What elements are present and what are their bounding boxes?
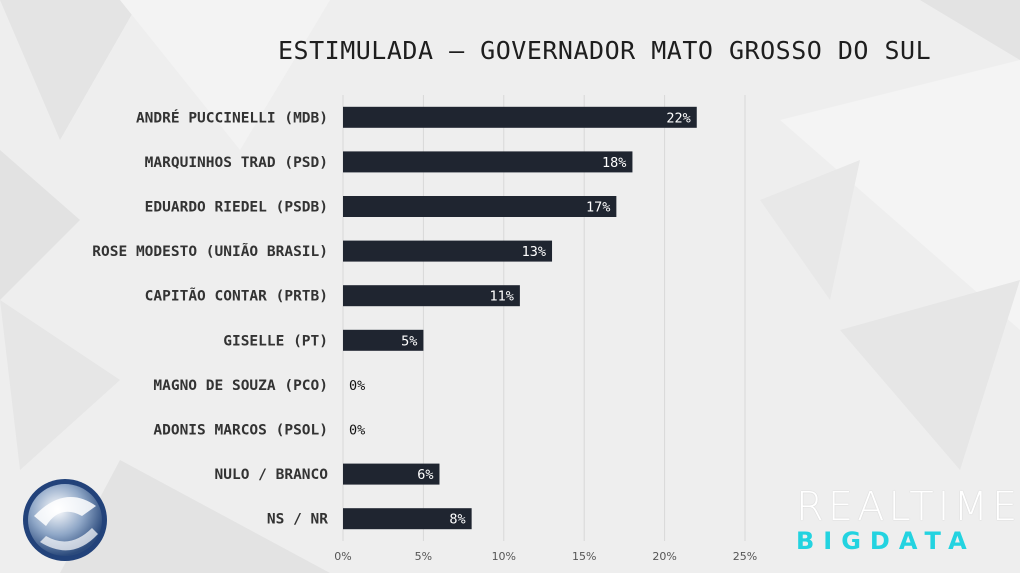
category-label: EDUARDO RIEDEL (PSDB): [145, 200, 328, 216]
bar: [343, 240, 553, 262]
x-tick-label: 0%: [334, 550, 351, 563]
bar-value-label: 22%: [666, 110, 690, 126]
x-tick-label: 20%: [652, 550, 676, 563]
realtime-bigdata-logo: REALTIME BIGDATA: [796, 484, 1020, 555]
globe-logo-icon: [23, 479, 107, 561]
bar-value-label: 0%: [349, 423, 365, 439]
bar: [343, 508, 472, 530]
bar: [343, 329, 424, 351]
bar: [343, 106, 697, 128]
bar-value-label: 18%: [602, 155, 626, 171]
x-tick-label: 10%: [492, 550, 516, 563]
brand-line2: BIGDATA: [796, 527, 976, 555]
bar: [343, 196, 617, 217]
category-label: NS / NR: [267, 512, 328, 528]
x-tick-label: 15%: [572, 550, 596, 563]
category-label: NULO / BRANCO: [215, 467, 329, 483]
x-tick-label: 5%: [415, 550, 432, 563]
bar-value-label: 11%: [489, 289, 513, 305]
bar: [343, 285, 520, 307]
brand-line1: REALTIME: [796, 484, 1020, 530]
category-label: GISELLE (PT): [223, 333, 328, 349]
bar-value-label: 13%: [522, 244, 546, 260]
category-label: ANDRÉ PUCCINELLI (MDB): [136, 109, 328, 126]
bar: [343, 151, 633, 173]
bar-value-label: 17%: [586, 200, 610, 216]
category-label: MARQUINHOS TRAD (PSD): [145, 155, 328, 171]
chart-title: ESTIMULADA – GOVERNADOR MATO GROSSO DO S…: [278, 36, 932, 65]
bar-value-label: 5%: [401, 333, 417, 349]
category-label: ADONIS MARCOS (PSOL): [153, 423, 328, 439]
bar-value-label: 0%: [349, 378, 365, 394]
bar: [343, 463, 440, 485]
x-tick-label: 25%: [733, 550, 757, 563]
bar-value-label: 8%: [449, 512, 465, 528]
category-label: ROSE MODESTO (UNIÃO BRASIL): [92, 243, 328, 260]
category-label: MAGNO DE SOUZA (PCO): [153, 378, 328, 394]
bar-value-label: 6%: [417, 467, 433, 483]
category-label: CAPITÃO CONTAR (PRTB): [145, 288, 328, 305]
